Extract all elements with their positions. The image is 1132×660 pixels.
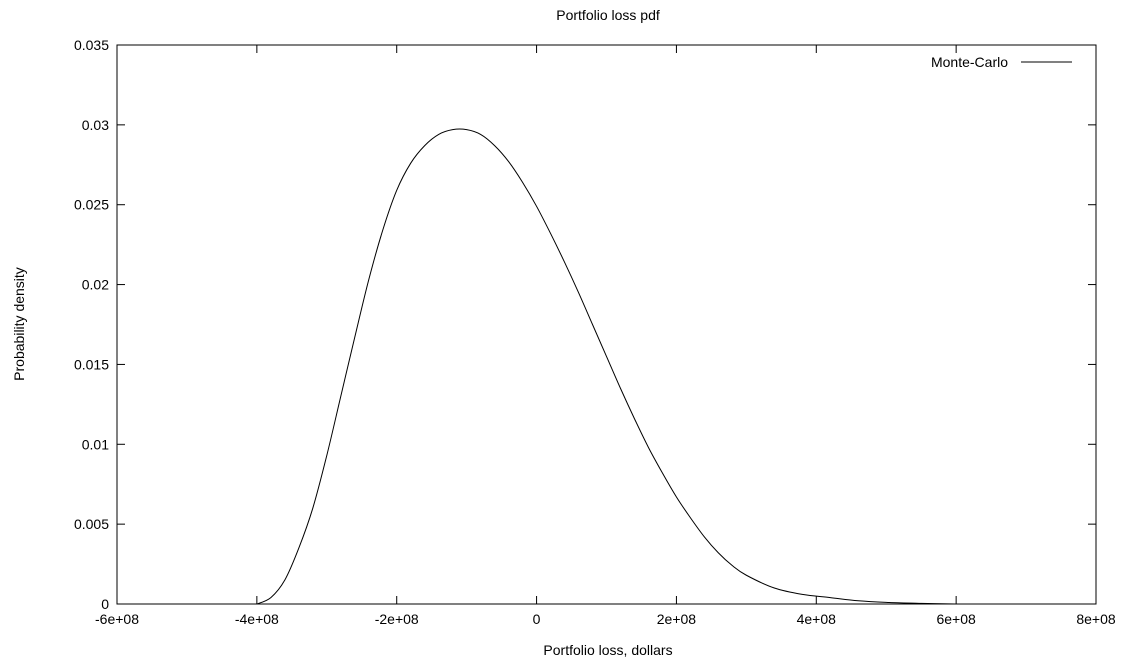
- y-tick-label: 0.035: [74, 37, 109, 53]
- x-tick-label: 0: [533, 611, 541, 627]
- series-layer: [256, 128, 957, 605]
- x-tick-label: -6e+08: [95, 611, 139, 627]
- y-tick-label: 0.01: [82, 436, 109, 452]
- y-tick-label: 0: [101, 596, 109, 612]
- legend: Monte-Carlo: [931, 54, 1072, 70]
- x-tick-label: -2e+08: [375, 611, 419, 627]
- chart-title: Portfolio loss pdf: [556, 7, 660, 23]
- y-tick-label: 0.03: [82, 117, 109, 133]
- x-tick-label: 2e+08: [657, 611, 697, 627]
- x-axis-label: Portfolio loss, dollars: [543, 642, 672, 658]
- y-tick-label: 0.005: [74, 516, 109, 532]
- series-line-monte-carlo: [256, 128, 957, 605]
- plot-frame: [116, 44, 1097, 605]
- x-tick-label: -4e+08: [235, 611, 279, 627]
- y-tick-label: 0.015: [74, 356, 109, 372]
- legend-label-monte-carlo: Monte-Carlo: [931, 54, 1008, 70]
- x-tick-label: 8e+08: [1076, 611, 1116, 627]
- x-tick-label: 6e+08: [936, 611, 976, 627]
- y-axis-label: Probability density: [11, 267, 27, 381]
- y-tick-label: 0.025: [74, 197, 109, 213]
- x-tick-label: 4e+08: [797, 611, 837, 627]
- axis-ticks: [116, 44, 1097, 605]
- y-tick-label: 0.02: [82, 277, 109, 293]
- axis-tick-labels: -6e+08 -4e+08 -2e+08 0 2e+08 4e+08 6e+08 8e+08 0…: [74, 37, 1116, 627]
